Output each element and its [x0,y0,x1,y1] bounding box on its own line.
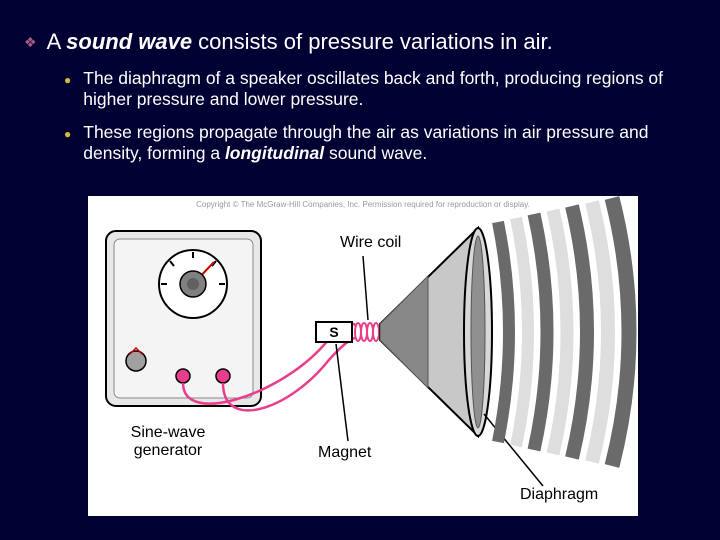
dial-knob-inner [187,278,199,290]
label-generator-l2: generator [134,442,203,459]
sub-bullet-2: ● These regions propagate through the ai… [64,122,696,164]
figure: Copyright © The McGraw-Hill Companies, I… [88,196,638,516]
main-text: A sound wave consists of pressure variat… [47,28,553,56]
terminal-left [176,369,190,383]
main-post: consists of pressure variations in air. [192,29,553,54]
sub2-post: sound wave. [324,143,427,163]
label-wirecoil: Wire coil [340,234,401,252]
dot-bullet-icon: ● [64,127,71,141]
speaker-cone-inner [380,276,428,388]
magnet-label-s: S [329,324,338,340]
label-diaphragm: Diaphragm [520,486,598,504]
leader-wirecoil [363,256,368,320]
diaphragm-ellipse-inner [471,236,485,428]
label-magnet: Magnet [318,444,371,462]
sub-text-1: The diaphragm of a speaker oscillates ba… [83,68,696,110]
main-em: sound wave [66,29,192,54]
figure-copyright: Copyright © The McGraw-Hill Companies, I… [196,200,530,209]
indicator-light [126,351,146,371]
diamond-bullet-icon: ❖ [24,34,37,51]
sub-bullet-1: ● The diaphragm of a speaker oscillates … [64,68,696,110]
label-generator-l1: Sine-wave [131,424,206,441]
wire-coil-icon [355,323,379,341]
sound-waves [498,198,629,466]
sub-text-2: These regions propagate through the air … [83,122,696,164]
dot-bullet-icon: ● [64,73,71,87]
main-bullet: ❖ A sound wave consists of pressure vari… [24,28,696,56]
main-pre: A [47,29,67,54]
terminal-right [216,369,230,383]
leader-magnet [336,344,348,441]
sub2-em: longitudinal [225,143,324,163]
